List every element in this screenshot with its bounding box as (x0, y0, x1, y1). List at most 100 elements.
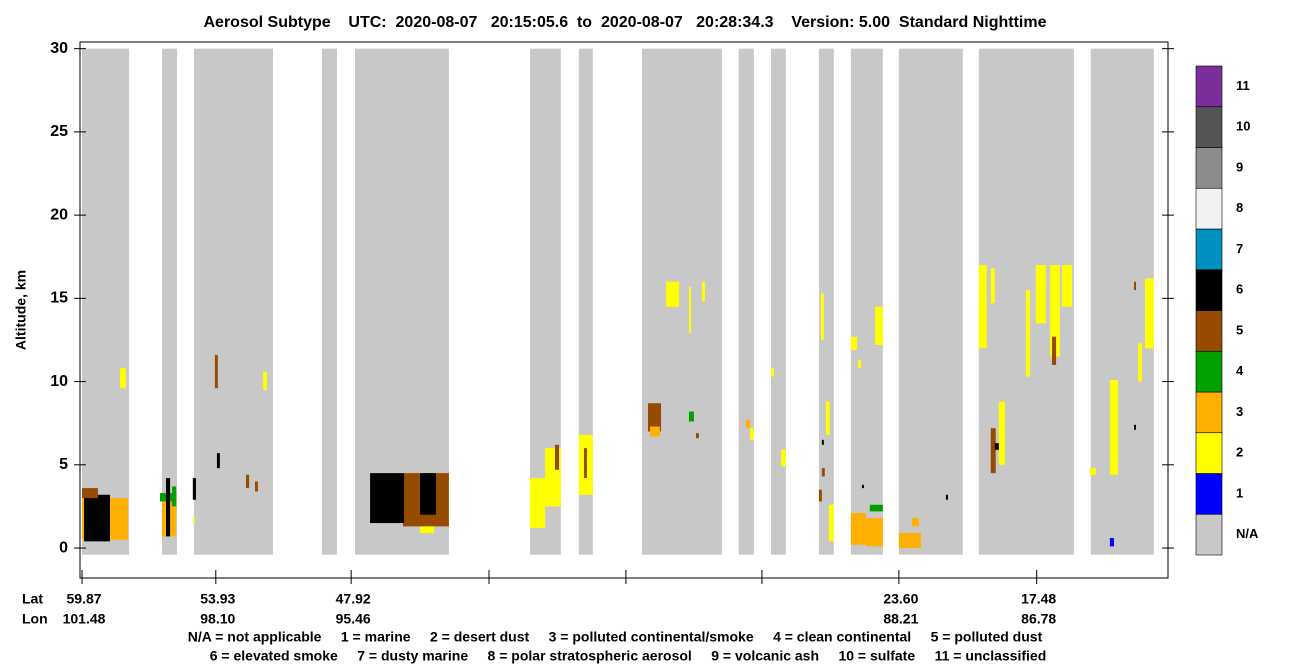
aerosol-patch (688, 286, 692, 334)
aerosol-patch (1052, 336, 1057, 365)
chart-title: Aerosol Subtype UTC: 2020-08-07 20:15:05… (204, 14, 1047, 31)
aerosol-patch (84, 494, 110, 542)
aerosol-patch (1133, 424, 1137, 430)
aerosol-patch (1138, 343, 1142, 382)
lat-label: 59.87 (67, 591, 102, 607)
aerosol-patch (1089, 468, 1096, 475)
colorbar-label: 4 (1236, 363, 1244, 378)
aerosol-patch (990, 428, 996, 474)
aerosol-patch (245, 474, 250, 489)
colorbar-label: 9 (1236, 159, 1243, 174)
colorbar-cell (1195, 187, 1223, 230)
aerosol-patch (263, 371, 267, 390)
na-column (1090, 48, 1154, 555)
aerosol-patch (420, 473, 437, 515)
legend-line: 6 = elevated smoke 7 = dusty marine 8 = … (210, 648, 1047, 664)
aerosol-patch (120, 368, 126, 389)
na-column (82, 48, 130, 555)
y-tick-label: 20 (50, 206, 68, 223)
aerosol-patch (1145, 278, 1154, 349)
aerosol-patch (650, 426, 660, 437)
aerosol-patch (702, 281, 705, 302)
aerosol-patch (820, 293, 824, 340)
aerosol-patch (695, 433, 699, 439)
na-column (898, 48, 963, 555)
aerosol-patch (216, 453, 220, 469)
aerosol-patch (750, 428, 754, 440)
aerosol-patch (688, 411, 694, 422)
lon-row-label: Lon (22, 611, 48, 627)
aerosol-patch (666, 281, 680, 307)
aerosol-patch (1025, 290, 1030, 377)
aerosol-patch (898, 533, 921, 549)
na-column (738, 48, 754, 555)
lat-label: 17.48 (1021, 591, 1056, 607)
aerosol-patch (990, 268, 995, 304)
aerosol-patch (1109, 379, 1119, 475)
aerosol-patch (874, 306, 883, 345)
na-column (850, 48, 883, 555)
y-tick-label: 25 (50, 123, 68, 140)
lon-label: 101.48 (63, 611, 106, 627)
aerosol-patch (82, 488, 99, 499)
aerosol-patch (254, 481, 258, 492)
colorbar-cell (1195, 350, 1223, 393)
aerosol-patch (529, 478, 546, 529)
aerosol-patch (770, 368, 774, 377)
colorbar-label: 6 (1236, 282, 1243, 297)
y-tick-label: 0 (59, 539, 68, 556)
aerosol-patch (828, 504, 834, 542)
legend-line: N/A = not applicable 1 = marine 2 = dese… (188, 629, 1043, 645)
colorbar-label: 3 (1236, 404, 1243, 419)
na-column (641, 48, 722, 555)
aerosol-patch (1049, 265, 1060, 357)
colorbar-cell (1195, 432, 1223, 474)
aerosol-patch (818, 489, 822, 502)
na-column (193, 48, 274, 555)
colorbar-label: 10 (1236, 119, 1250, 134)
aerosol-patch (781, 449, 786, 467)
aerosol-patch (1035, 265, 1046, 324)
y-tick-label: 10 (50, 373, 68, 390)
aerosol-patch (850, 336, 857, 350)
aerosol-patch (994, 443, 999, 450)
aerosol-patch (192, 478, 196, 500)
aerosol-patch (857, 359, 862, 369)
aerosol-patch (1109, 538, 1114, 547)
na-column (321, 48, 337, 555)
colorbar-label: 7 (1236, 241, 1243, 256)
colorbar-label: N/A (1236, 526, 1259, 541)
na-column (354, 48, 449, 555)
y-axis-label: Altitude, km (13, 270, 29, 350)
lat-label: 53.93 (200, 591, 235, 607)
lat-label: 47.92 (336, 591, 371, 607)
aerosol-patch (172, 486, 177, 507)
colorbar-cell (1195, 65, 1223, 108)
colorbar-cell (1195, 310, 1223, 352)
aerosol-patch (192, 518, 195, 524)
y-tick-label: 5 (59, 456, 68, 473)
aerosol-patch (911, 518, 919, 527)
aerosol-patch (865, 518, 883, 547)
y-tick-label: 15 (50, 290, 68, 307)
lon-label: 95.46 (336, 611, 371, 627)
colorbar-cell (1195, 147, 1223, 189)
aerosol-patch (978, 265, 987, 349)
colorbar-label: 5 (1236, 322, 1243, 337)
colorbar-label: 1 (1236, 485, 1243, 500)
y-tick-label: 30 (50, 40, 68, 57)
lon-label: 86.78 (1021, 611, 1056, 627)
lat-label: 23.60 (883, 591, 918, 607)
lon-label: 98.10 (200, 611, 235, 627)
aerosol-patch (825, 401, 830, 435)
plot-frame (79, 41, 1169, 579)
colorbar-cell (1195, 269, 1223, 311)
na-column (578, 48, 593, 555)
aerosol-patch (370, 473, 405, 524)
aerosol-patch (821, 439, 824, 445)
colorbar-label: 8 (1236, 200, 1243, 215)
aerosol-patch (554, 444, 560, 470)
lon-label: 88.21 (883, 611, 918, 627)
colorbar-cell (1195, 513, 1223, 556)
